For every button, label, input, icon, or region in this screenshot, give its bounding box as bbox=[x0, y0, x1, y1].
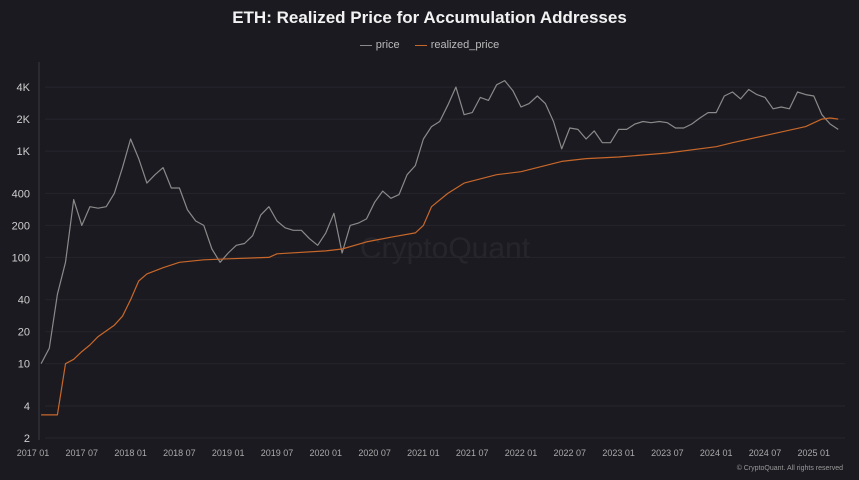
x-tick-label: 2019 07 bbox=[261, 448, 294, 458]
chart-title: ETH: Realized Price for Accumulation Add… bbox=[232, 8, 627, 27]
y-tick-label: 2 bbox=[24, 433, 30, 445]
legend-swatch-realized-price bbox=[414, 44, 427, 46]
x-tick-label: 2021 07 bbox=[456, 448, 489, 458]
x-tick-label: 2024 07 bbox=[749, 448, 782, 458]
legend-item-price[interactable]: price bbox=[359, 39, 400, 52]
x-tick-label: 2019 01 bbox=[212, 448, 245, 458]
series-line-price bbox=[40, 80, 839, 364]
x-tick-label: 2022 01 bbox=[505, 448, 538, 458]
x-tick-label: 2025 01 bbox=[798, 448, 831, 458]
y-tick-label: 20 bbox=[18, 327, 30, 339]
x-tick-label: 2018 07 bbox=[163, 448, 196, 458]
y-tick-label: 10 bbox=[18, 359, 30, 371]
y-tick-label: 1K bbox=[17, 146, 31, 158]
y-tick-label: 2K bbox=[17, 114, 31, 126]
x-tick-label: 2020 01 bbox=[310, 448, 343, 458]
x-tick-label: 2023 07 bbox=[651, 448, 684, 458]
y-tick-label: 400 bbox=[12, 188, 30, 200]
y-tick-label: 4K bbox=[17, 82, 31, 94]
x-tick-label: 2021 01 bbox=[407, 448, 440, 458]
legend-label-price: price bbox=[375, 39, 400, 52]
series-line-realized-price bbox=[41, 117, 839, 416]
x-tick-label: 2017 07 bbox=[66, 448, 99, 458]
y-tick-label: 40 bbox=[18, 295, 30, 307]
legend: price realized_price bbox=[0, 37, 859, 51]
y-tick-label: 4 bbox=[24, 401, 30, 413]
legend-label-realized-price: realized_price bbox=[430, 39, 500, 52]
y-tick-label: 100 bbox=[12, 252, 30, 264]
copyright: © CryptoQuant. All rights reserved bbox=[736, 465, 843, 472]
x-tick-label: 2017 01 bbox=[17, 448, 50, 458]
x-tick-label: 2022 07 bbox=[554, 448, 587, 458]
x-tick-label: 2024 01 bbox=[700, 448, 733, 458]
x-tick-label: 2023 01 bbox=[602, 448, 635, 458]
x-tick-label: 2018 01 bbox=[114, 448, 147, 458]
legend-swatch-price bbox=[359, 44, 372, 46]
legend-item-realized-price[interactable]: realized_price bbox=[414, 39, 500, 52]
y-tick-label: 200 bbox=[12, 220, 30, 232]
watermark: CryptoQuant bbox=[360, 232, 531, 265]
x-tick-label: 2020 07 bbox=[358, 448, 391, 458]
